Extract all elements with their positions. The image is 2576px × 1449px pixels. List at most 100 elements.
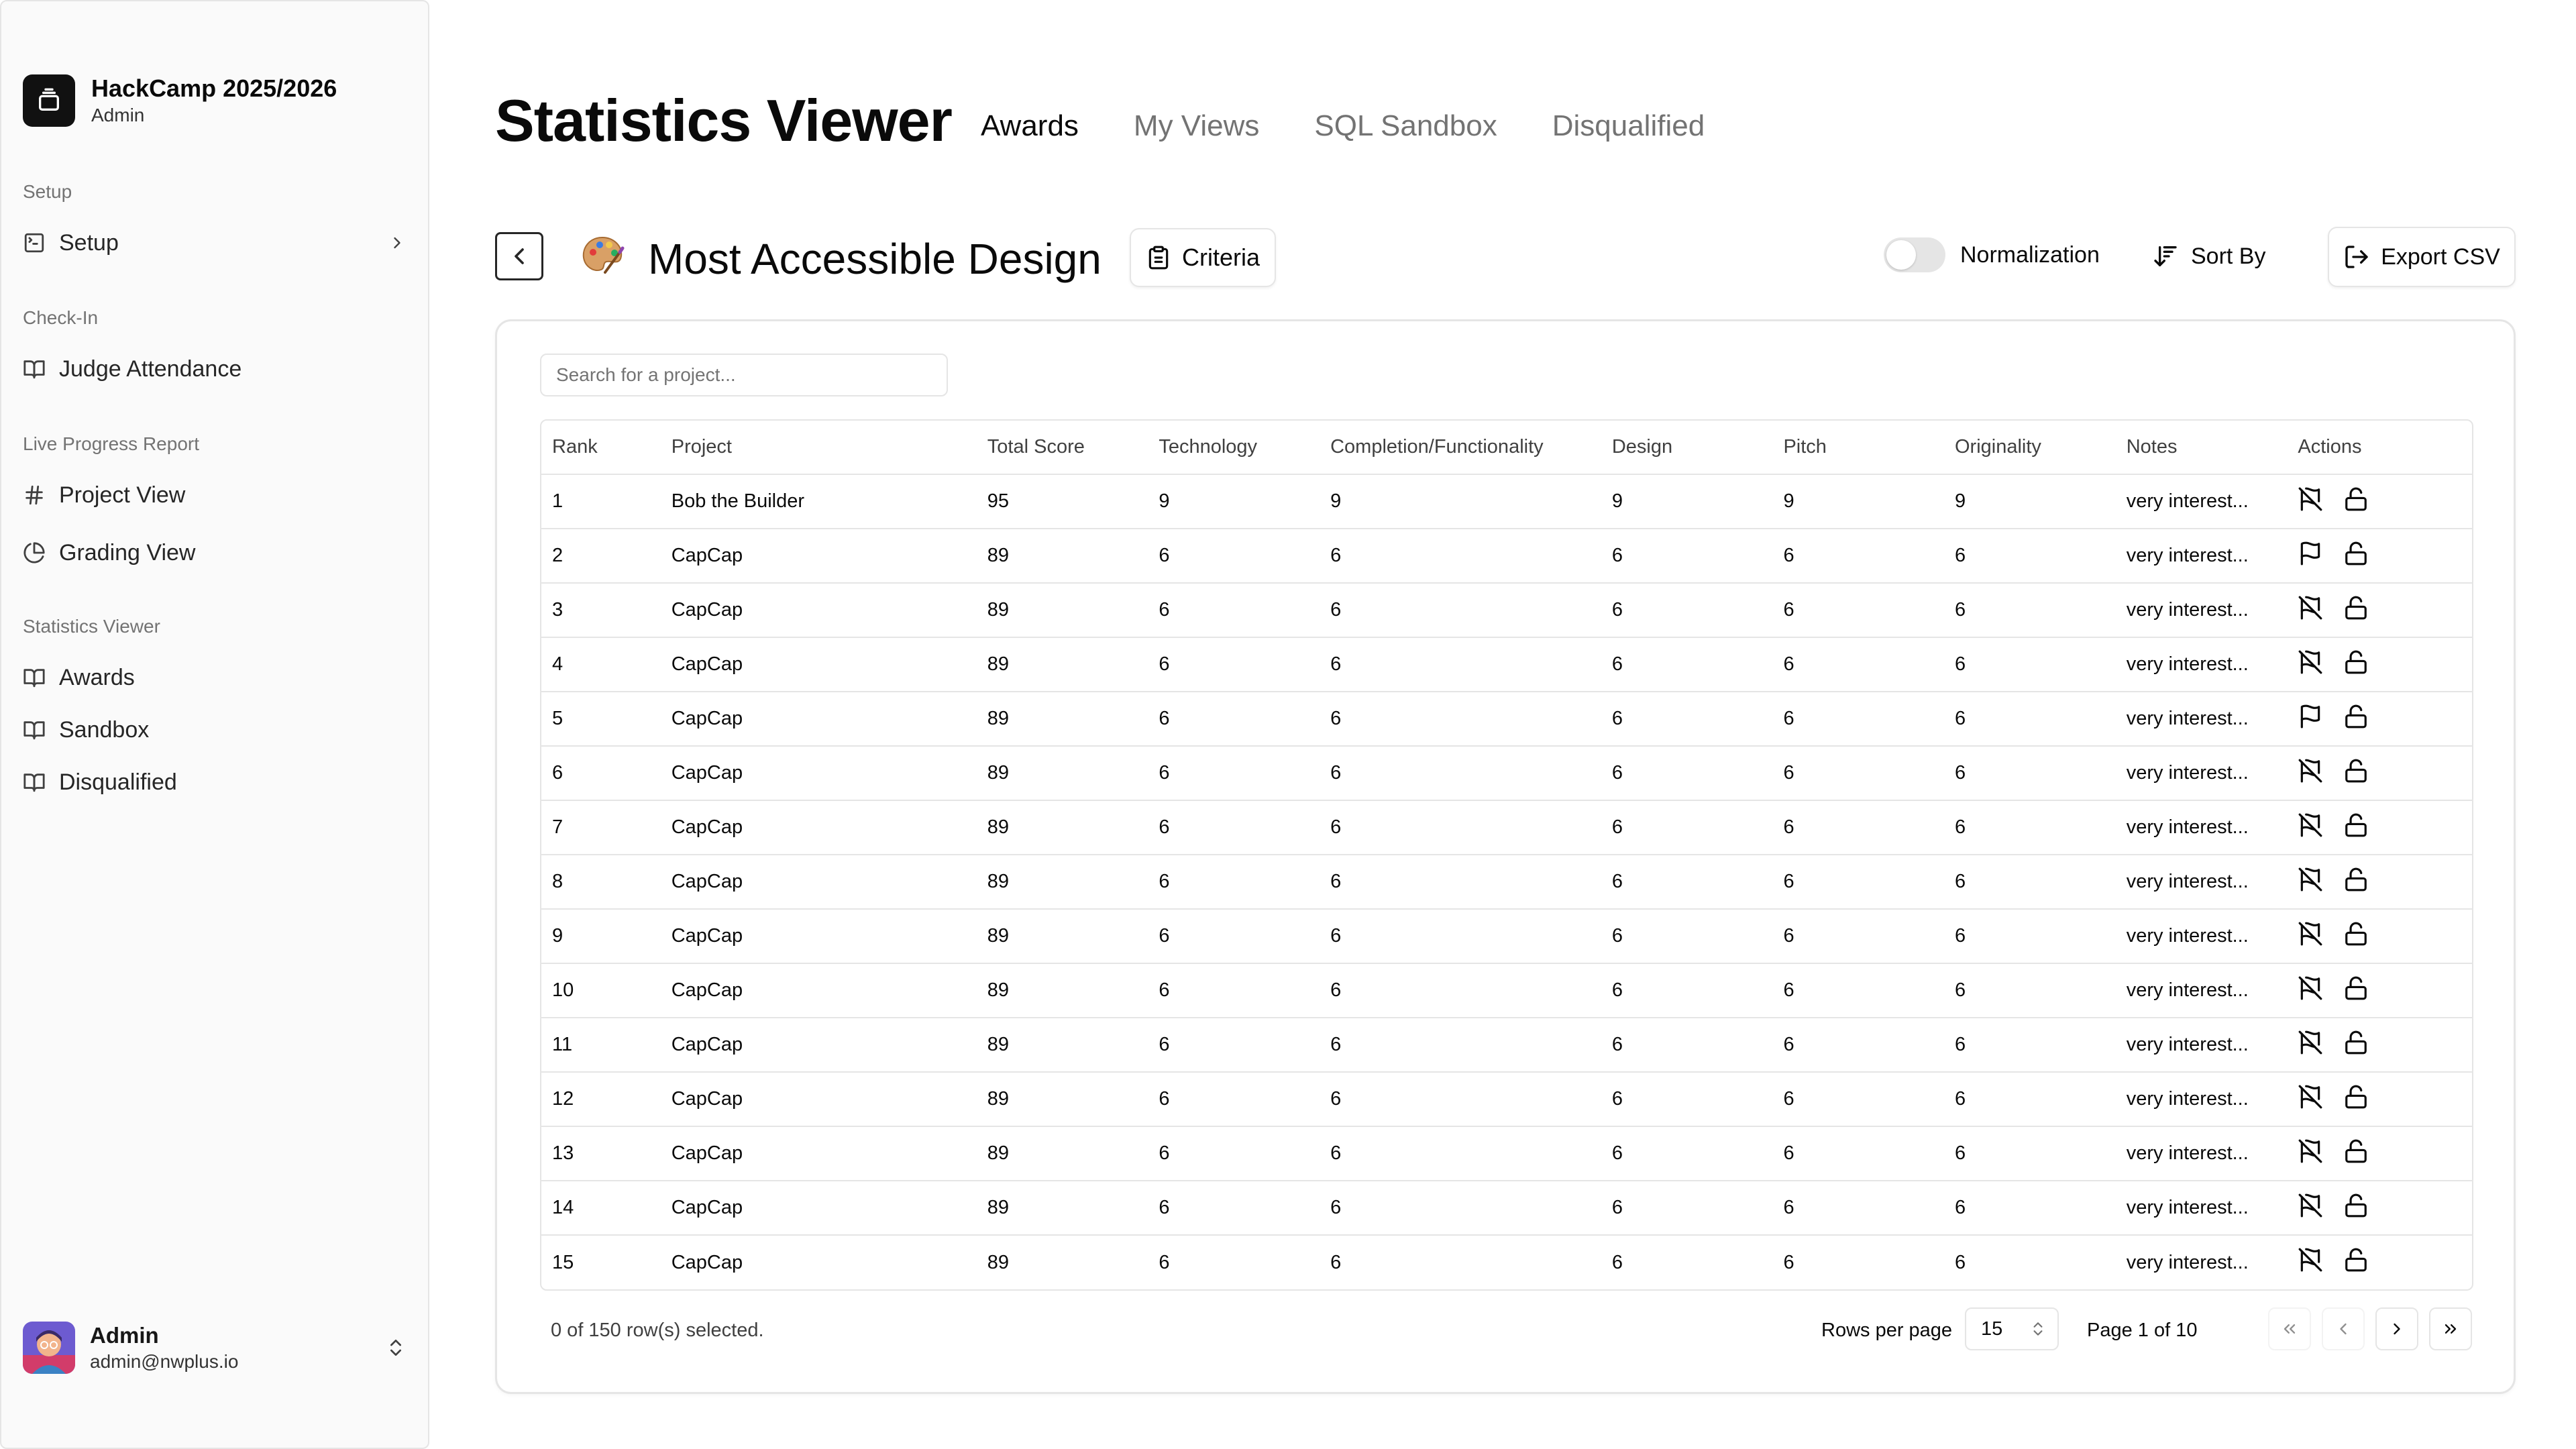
table-row[interactable]: 12 CapCap 89 6 6 6 6 6 very interest... <box>541 1072 2472 1127</box>
tab-awards[interactable]: Awards <box>981 109 1079 142</box>
cell-rank: 1 <box>541 474 661 529</box>
flag-off-icon[interactable] <box>2298 595 2323 626</box>
cell-project: CapCap <box>660 800 977 855</box>
cell-rank: 9 <box>541 909 661 964</box>
lock-open-icon[interactable] <box>2343 1030 2369 1061</box>
sidebar-item-setup[interactable]: Setup <box>23 221 407 264</box>
table-row[interactable]: 8 CapCap 89 6 6 6 6 6 very interest... <box>541 855 2472 910</box>
flag-off-icon[interactable] <box>2298 486 2323 517</box>
sidebar-item-awards[interactable]: Awards <box>23 656 407 699</box>
cell-technology: 6 <box>1148 855 1320 910</box>
table-row[interactable]: 3 CapCap 89 6 6 6 6 6 very interest... <box>541 583 2472 638</box>
flag-icon[interactable] <box>2298 704 2323 735</box>
cell-originality: 6 <box>1943 1018 2116 1073</box>
last-page-button[interactable] <box>2429 1307 2472 1350</box>
criteria-button[interactable]: Criteria <box>1130 228 1276 287</box>
flag-off-icon[interactable] <box>2298 867 2323 898</box>
flag-off-icon[interactable] <box>2298 812 2323 843</box>
sidebar-item-project-view[interactable]: Project View <box>23 474 407 517</box>
lock-open-icon[interactable] <box>2343 704 2369 735</box>
flag-off-icon[interactable] <box>2298 758 2323 789</box>
first-page-button[interactable] <box>2268 1307 2311 1350</box>
lock-open-icon[interactable] <box>2343 1193 2369 1224</box>
cell-total: 89 <box>976 1126 1148 1181</box>
flag-off-icon[interactable] <box>2298 1138 2323 1169</box>
cell-project: CapCap <box>660 1072 977 1127</box>
cell-technology: 6 <box>1148 583 1320 638</box>
cell-rank: 11 <box>541 1018 661 1073</box>
rows-per-page-select[interactable]: 15 <box>1965 1307 2059 1350</box>
chevron-right-icon <box>394 237 400 249</box>
cell-design: 6 <box>1601 855 1773 910</box>
cell-notes: very interest... <box>2115 1126 2288 1181</box>
normalization-switch[interactable] <box>1884 237 1945 272</box>
table-row[interactable]: 6 CapCap 89 6 6 6 6 6 very interest... <box>541 746 2472 801</box>
sidebar-item-label: Awards <box>59 664 135 690</box>
table-row[interactable]: 5 CapCap 89 6 6 6 6 6 very interest... <box>541 692 2472 747</box>
table-row[interactable]: 4 CapCap 89 6 6 6 6 6 very interest... <box>541 637 2472 692</box>
cell-completion: 6 <box>1320 800 1601 855</box>
cell-pitch: 6 <box>1772 746 1944 801</box>
sort-by-button[interactable]: Sort By <box>2152 237 2265 275</box>
table-row[interactable]: 2 CapCap 89 6 6 6 6 6 very interest... <box>541 529 2472 584</box>
table-row[interactable]: 11 CapCap 89 6 6 6 6 6 very interest... <box>541 1018 2472 1073</box>
lock-open-icon[interactable] <box>2343 975 2369 1006</box>
lock-open-icon[interactable] <box>2343 595 2369 626</box>
table-row[interactable]: 14 CapCap 89 6 6 6 6 6 very interest... <box>541 1181 2472 1236</box>
flag-off-icon[interactable] <box>2298 1030 2323 1061</box>
sidebar-item-judge-attendance[interactable]: Judge Attendance <box>23 347 407 390</box>
flag-icon[interactable] <box>2298 541 2323 572</box>
lock-open-icon[interactable] <box>2343 649 2369 680</box>
tab-sql-sandbox[interactable]: SQL Sandbox <box>1314 109 1497 142</box>
cell-total: 89 <box>987 1251 1010 1273</box>
cell-notes: very interest... <box>2115 855 2288 910</box>
app-switcher[interactable]: HackCamp 2025/2026 Admin <box>23 74 337 127</box>
lock-open-icon[interactable] <box>2343 921 2369 952</box>
cell-rank: 4 <box>541 637 661 692</box>
cell-total: 89 <box>976 1072 1148 1127</box>
tab-disqualified[interactable]: Disqualified <box>1552 109 1705 142</box>
lock-open-icon[interactable] <box>2343 1138 2369 1169</box>
chevron-left-icon <box>515 248 524 264</box>
flag-off-icon[interactable] <box>2298 649 2323 680</box>
lock-open-icon[interactable] <box>2343 541 2369 572</box>
table-row[interactable]: 15 CapCap 89 6 6 6 6 6 very interest... <box>541 1235 2472 1289</box>
sidebar-item-grading-view[interactable]: Grading View <box>23 531 407 574</box>
col-notes: Notes <box>2115 421 2288 475</box>
lock-open-icon[interactable] <box>2343 758 2369 789</box>
lock-open-icon[interactable] <box>2343 486 2369 517</box>
table-row[interactable]: 7 CapCap 89 6 6 6 6 6 very interest... <box>541 800 2472 855</box>
table-row[interactable]: 9 CapCap 89 6 6 6 6 6 very interest... <box>541 909 2472 964</box>
cell-originality: 6 <box>1943 746 2116 801</box>
cell-technology: 6 <box>1148 692 1320 747</box>
back-button[interactable] <box>495 232 543 280</box>
sidebar-item-sandbox[interactable]: Sandbox <box>23 708 407 751</box>
flag-off-icon[interactable] <box>2298 1247 2323 1278</box>
tab-my-views[interactable]: My Views <box>1133 109 1260 142</box>
book-open-icon <box>23 360 45 379</box>
next-page-button[interactable] <box>2375 1307 2418 1350</box>
lock-open-icon[interactable] <box>2343 1247 2369 1278</box>
book-open-icon <box>23 773 45 792</box>
user-menu[interactable]: Admin admin@nwplus.io <box>23 1322 407 1374</box>
lock-open-icon[interactable] <box>2343 1084 2369 1115</box>
col-design: Design <box>1601 421 1773 475</box>
flag-off-icon[interactable] <box>2298 975 2323 1006</box>
previous-page-button[interactable] <box>2322 1307 2365 1350</box>
lock-open-icon[interactable] <box>2343 867 2369 898</box>
search-input[interactable] <box>540 354 948 396</box>
cell-project: Bob the Builder <box>660 474 977 529</box>
sidebar-item-disqualified[interactable]: Disqualified <box>23 761 407 804</box>
normalization-toggle[interactable]: Normalization <box>1884 237 2100 272</box>
cell-total: 89 <box>976 583 1148 638</box>
table-row[interactable]: 10 CapCap 89 6 6 6 6 6 very interest... <box>541 963 2472 1018</box>
rows-per-page-value: 15 <box>1981 1318 2003 1340</box>
table-row[interactable]: 1 Bob the Builder 95 9 9 9 9 9 very interest... <box>541 474 2472 529</box>
export-csv-button[interactable]: Export CSV <box>2328 227 2516 287</box>
lock-open-icon[interactable] <box>2343 812 2369 843</box>
table-row[interactable]: 13 CapCap 89 6 6 6 6 6 very interest... <box>541 1126 2472 1181</box>
cell-project: CapCap <box>671 1251 743 1273</box>
flag-off-icon[interactable] <box>2298 1193 2323 1224</box>
flag-off-icon[interactable] <box>2298 1084 2323 1115</box>
flag-off-icon[interactable] <box>2298 921 2323 952</box>
